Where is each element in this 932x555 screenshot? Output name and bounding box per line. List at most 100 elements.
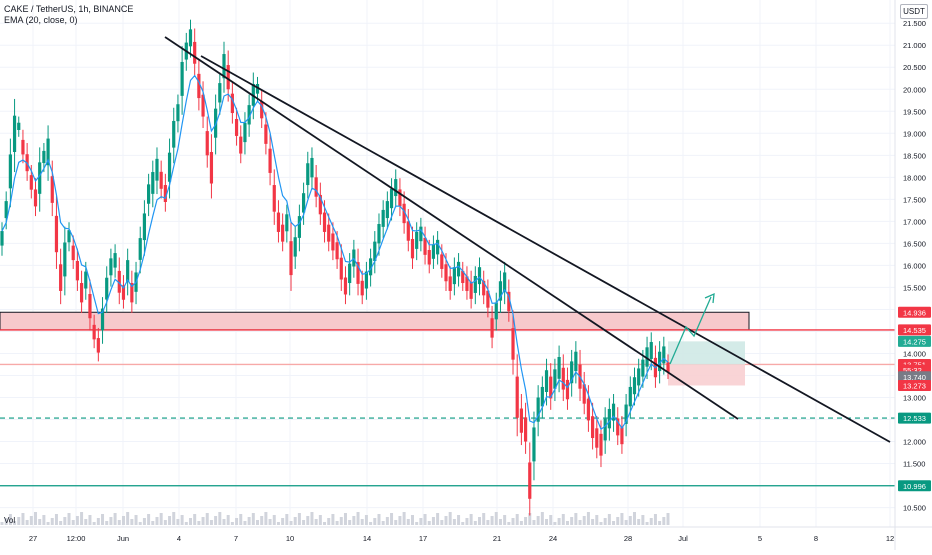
volume-bar <box>406 519 410 525</box>
volume-bar <box>0 522 4 525</box>
candle-body <box>96 338 100 353</box>
volume-bar <box>603 518 607 525</box>
symbol-title[interactable]: CAKE / TetherUS, 1h, BINANCE <box>4 4 134 14</box>
candle-body <box>532 427 536 462</box>
candle-body <box>17 122 21 130</box>
volume-bar <box>402 512 406 525</box>
y-tick-label: 21.000 <box>903 41 926 50</box>
volume-bar <box>147 514 151 525</box>
volume-bar <box>524 517 528 525</box>
volume-bar <box>302 520 306 525</box>
candle-body <box>188 29 193 47</box>
volume-bar <box>645 522 649 525</box>
candle-body <box>561 367 565 390</box>
chart-legend[interactable]: CAKE / TetherUS, 1h, BINANCE EMA (20, cl… <box>4 4 133 26</box>
volume-bar <box>599 522 603 525</box>
candle-body <box>406 221 410 241</box>
volume-bar <box>532 520 536 525</box>
volume-bar <box>666 513 670 525</box>
volume-bar <box>272 515 276 525</box>
candle-body <box>88 294 92 319</box>
candle-body <box>482 280 486 296</box>
candle-body <box>12 115 17 153</box>
volume-bar <box>553 522 557 525</box>
candle-body <box>222 54 226 79</box>
volume-bar <box>662 517 666 525</box>
volume-bar <box>318 515 322 525</box>
candle-body <box>163 185 167 202</box>
candle-body <box>540 386 544 407</box>
candle-body <box>343 277 348 295</box>
drawings[interactable] <box>164 36 891 443</box>
volume-bar <box>390 513 394 525</box>
candle-body <box>176 104 180 122</box>
y-tick-label: 12.000 <box>903 438 926 447</box>
volume-bar <box>134 515 138 525</box>
volume-bar <box>473 521 477 525</box>
candle-body <box>54 215 59 253</box>
x-tick-label: 7 <box>234 534 238 543</box>
volume-bar <box>452 519 456 525</box>
x-tick-label: 24 <box>549 534 557 543</box>
candle-body <box>402 203 406 224</box>
candle-body <box>570 361 574 384</box>
candle-body <box>92 324 96 340</box>
candle-body <box>456 261 461 277</box>
x-tick-label: 10 <box>286 534 294 543</box>
volume-bar <box>360 519 364 525</box>
zones <box>0 311 895 487</box>
candle-body <box>59 264 63 291</box>
volume-bar <box>63 517 67 525</box>
ema-line-path <box>1 74 669 431</box>
candle-body <box>536 397 540 422</box>
volume-bar <box>130 519 134 525</box>
volume-bar <box>188 518 192 525</box>
volume-bar <box>306 516 310 525</box>
volume-bar <box>239 514 243 525</box>
price-label-bg <box>898 379 931 391</box>
candle-body <box>377 224 381 244</box>
volume-bar <box>394 520 398 525</box>
candle-body <box>21 139 25 155</box>
candle-body <box>507 291 511 312</box>
price-axis-label: 14.535 <box>898 324 931 336</box>
currency-button[interactable]: USDT <box>900 4 928 19</box>
price-label-bg <box>898 412 931 424</box>
y-tick-label: 17.500 <box>903 195 926 204</box>
candle-body <box>172 120 176 148</box>
volume-bar <box>17 517 21 525</box>
x-tick-label: 8 <box>814 534 818 543</box>
volume-bar <box>222 519 226 525</box>
candle-body <box>314 177 318 197</box>
candle-body <box>427 249 431 265</box>
price-label-bg <box>898 480 931 492</box>
volume-bar <box>561 514 565 525</box>
candle-body <box>63 242 67 277</box>
volume-bar <box>436 513 440 525</box>
volume-bar <box>256 520 260 525</box>
candle-body <box>356 262 360 284</box>
volume-bar <box>482 513 486 525</box>
candle-body <box>285 214 289 232</box>
candle-body <box>205 131 209 156</box>
trend-line <box>164 36 739 420</box>
volume-bar <box>289 521 293 525</box>
candle-body <box>322 212 327 232</box>
candle-body <box>591 416 595 439</box>
volume-bar <box>159 513 163 525</box>
volume-bar <box>427 521 431 525</box>
x-tick-label: 17 <box>419 534 427 543</box>
volume-bar <box>138 522 142 525</box>
candle-body <box>519 408 523 433</box>
price-label-bg <box>898 306 931 318</box>
volume-bar <box>465 518 469 525</box>
volume-bar <box>570 517 574 525</box>
candle-body <box>67 230 71 243</box>
candle-body <box>607 408 611 429</box>
candle-body <box>373 241 377 261</box>
price-label-bg <box>898 371 931 383</box>
indicator-title[interactable]: EMA (20, close, 0) <box>4 15 78 25</box>
volume-bar <box>285 514 289 525</box>
volume-bar <box>503 515 507 525</box>
